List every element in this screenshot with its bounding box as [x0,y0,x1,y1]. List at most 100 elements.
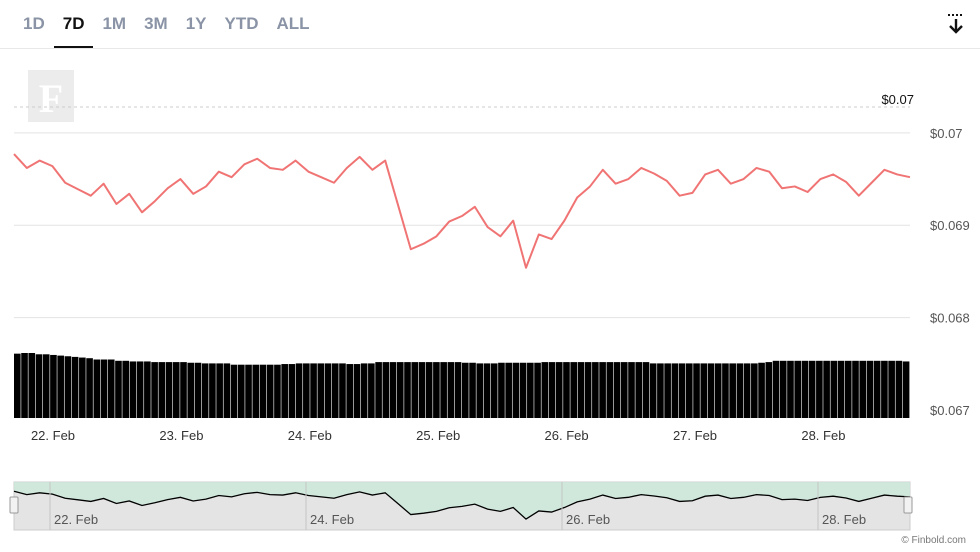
volume-bar [425,362,433,418]
volume-bar [353,364,361,418]
volume-bar [844,360,852,418]
volume-bar [440,362,447,418]
y-tick-label: $0.069 [930,218,970,233]
tab-3m[interactable]: 3M [144,14,168,33]
volume-bar [151,362,158,418]
volume-bar [751,363,758,418]
volume-bar [483,363,491,418]
x-tick-label: 24. Feb [288,428,332,443]
volume-bar [620,362,628,418]
volume-bar [201,363,209,418]
volume-bar [714,363,722,418]
volume-bar [671,363,679,418]
volume-bar [527,362,534,418]
volume-bar [122,360,130,418]
navigator-label: 24. Feb [310,512,354,527]
navigator-fill [14,482,910,520]
volume-bar [743,363,751,418]
y-tick-label: $0.068 [930,311,970,326]
volume-bar [230,364,238,418]
volume-bar [686,363,693,418]
volume-bar [519,362,527,418]
volume-bar [172,362,180,418]
volume-bar [852,360,859,418]
credit-text: © Finbold.com [901,535,966,546]
tab-7d[interactable]: 7D [53,0,94,48]
volume-bar [454,362,462,418]
volume-bar [512,362,520,418]
volume-bar [498,362,505,418]
navigator-handle-right[interactable] [903,496,913,514]
volume-bar [707,363,715,418]
volume-bar [418,362,426,418]
volume-bar [693,363,700,418]
navigator-label: 22. Feb [54,512,98,527]
volume-bar [252,364,260,418]
volume-bar [259,364,267,418]
y-tick-label: $0.067 [930,403,970,418]
tab-ytd[interactable]: YTD [224,14,259,33]
volume-bar [664,363,671,418]
download-arrow-icon[interactable] [946,12,966,36]
volume-bar [700,363,708,418]
x-tick-label: 28. Feb [801,428,845,443]
navigator-label: 26. Feb [566,512,610,527]
current-price-label: $0.07 [881,92,914,107]
x-tick-label: 26. Feb [545,428,589,443]
volume-bar [642,362,650,418]
volume-bar [216,363,223,418]
range-tabs: 1D 7D 1M 3M 1Y YTD ALL [14,0,319,48]
volume-bar [808,360,816,418]
volume-bar [888,360,895,418]
volume-bar [577,362,585,418]
volume-bar [389,362,397,418]
volume-bar [165,362,173,418]
volume-bar [375,362,382,418]
x-tick-label: 25. Feb [416,428,460,443]
volume-bar [505,362,512,418]
volume-bar [613,362,621,418]
volume-bar [360,363,368,418]
tab-1m[interactable]: 1M [102,14,127,33]
volume-bar [649,363,657,418]
volume-bar [787,360,794,418]
volume-bar [830,360,838,418]
volume-bar [534,362,541,418]
volume-bar [42,354,50,418]
volume-bar [469,362,476,418]
volume-bar [584,362,592,418]
volume-bar [144,361,151,418]
logo-watermark [28,70,74,122]
volume-bar [758,362,765,418]
tab-1y[interactable]: 1Y [185,14,207,33]
tab-all[interactable]: ALL [276,14,310,33]
logo-letter: F [39,76,63,121]
volume-bar [628,362,635,418]
volume-bar [476,363,484,418]
volume-bar [14,353,21,418]
tab-1d[interactable]: 1D [23,14,45,33]
volume-bar [238,364,245,418]
volume-bar [368,363,375,418]
x-tick-label: 22. Feb [31,428,75,443]
navigator-label: 28. Feb [822,512,866,527]
volume-bar [729,363,736,418]
volume-bar [50,354,57,418]
volume-bar [266,364,274,418]
volume-bar [339,363,346,418]
volume-bar [100,359,108,418]
volume-bar [303,363,310,418]
volume-bar [873,360,881,418]
volume-bar [801,360,809,418]
volume-bar [881,360,888,418]
volume-bar [107,359,115,418]
navigator-handle-left[interactable] [9,496,19,514]
volume-bar [180,362,187,418]
volume-bar [194,362,202,418]
volume-bar [71,356,79,418]
volume-bar [570,362,578,418]
tab-divider [0,48,980,49]
volume-bar [779,360,787,418]
volume-bar [411,362,419,418]
